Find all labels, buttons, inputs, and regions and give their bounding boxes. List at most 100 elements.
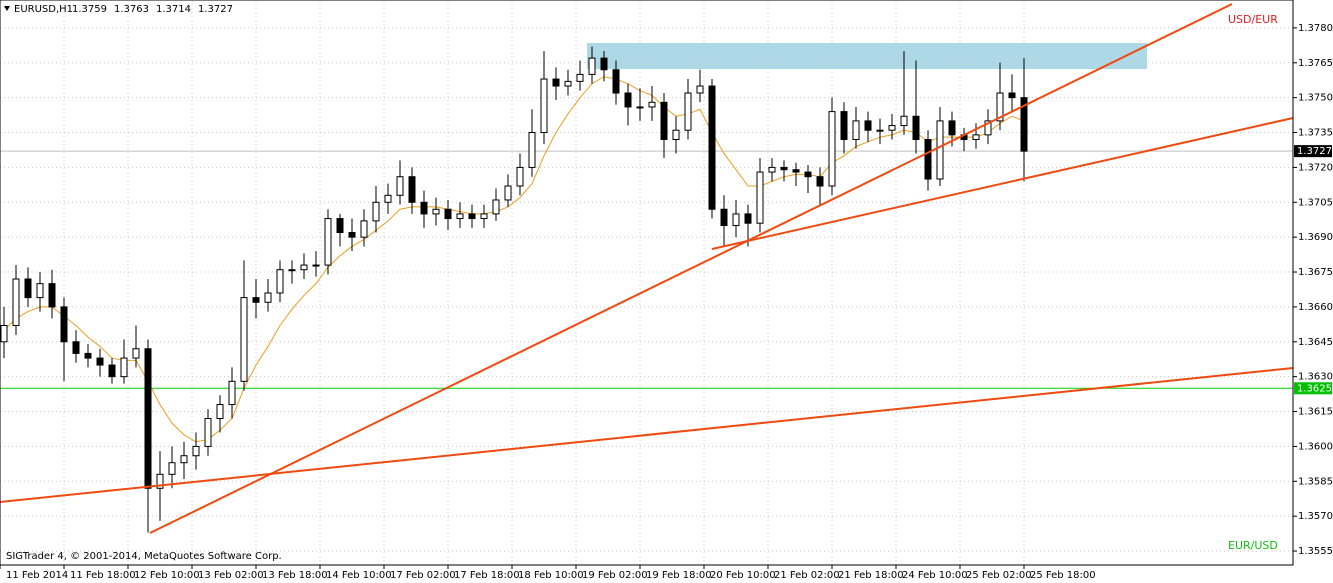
- x-tick-label: 11 Feb 18:00: [70, 570, 136, 581]
- candle-body: [192, 445, 200, 457]
- y-tick-label: 1.3570: [1298, 511, 1333, 522]
- candle-body: [972, 134, 980, 141]
- candle-body: [660, 101, 668, 141]
- plot-border: [0, 0, 1294, 566]
- header-value: 1.3759: [72, 4, 107, 15]
- header-value: 1.3727: [198, 4, 233, 15]
- y-tick-label: 1.3750: [1298, 93, 1333, 104]
- candle-body: [780, 166, 788, 171]
- candle-body: [492, 199, 500, 215]
- candle-body: [828, 111, 836, 187]
- bottom-label: EUR/USD: [1228, 539, 1278, 552]
- candle-body: [1008, 92, 1016, 99]
- candle-body: [756, 171, 764, 224]
- candle-body: [744, 213, 752, 224]
- candle-body: [72, 341, 80, 354]
- y-tick-label: 1.3660: [1298, 302, 1333, 313]
- candle-body: [924, 139, 932, 180]
- x-tick-label: 17 Feb 18:00: [454, 570, 520, 581]
- y-tick-label: 1.3585: [1298, 476, 1333, 487]
- y-tick-label: 1.3675: [1298, 267, 1333, 278]
- x-tick-label: 25 Feb 02:00: [966, 570, 1032, 581]
- candle-body: [540, 78, 548, 134]
- price-box: [1294, 145, 1332, 158]
- candle-body: [0, 325, 8, 343]
- candle-body: [456, 213, 464, 220]
- candle-body: [240, 297, 248, 382]
- candle-body: [252, 297, 260, 303]
- candle-body: [132, 348, 140, 359]
- x-tick-label: 21 Feb 02:00: [774, 570, 840, 581]
- resistance-zone: [587, 43, 1147, 69]
- candle-body: [396, 176, 404, 196]
- candle-body: [48, 283, 56, 308]
- candle-body: [876, 129, 884, 132]
- candle-body: [708, 85, 716, 210]
- candle-body: [444, 208, 452, 220]
- x-tick-label: 20 Feb 10:00: [710, 570, 776, 581]
- x-tick-label: 12 Feb 10:00: [134, 570, 200, 581]
- candle-body: [984, 120, 992, 136]
- candle-body: [504, 185, 512, 201]
- candle-body: [420, 201, 428, 215]
- x-tick-label: 14 Feb 10:00: [326, 570, 392, 581]
- y-tick-label: 1.3780: [1298, 23, 1333, 34]
- candle-body: [672, 129, 680, 141]
- candle-body: [84, 352, 92, 359]
- candle-body: [204, 418, 212, 447]
- candle-body: [732, 213, 740, 227]
- candle-body: [312, 264, 320, 267]
- y-tick-label: 1.3690: [1298, 232, 1333, 243]
- candle-body: [360, 220, 368, 238]
- candle-body: [180, 455, 188, 464]
- y-tick-label: 1.3630: [1298, 372, 1333, 383]
- candle-body: [720, 208, 728, 227]
- candle-body: [624, 92, 632, 108]
- candle-body: [804, 171, 812, 178]
- candle-body: [864, 120, 872, 131]
- candle-body: [468, 213, 476, 220]
- x-tick-label: 24 Feb 10:00: [902, 570, 968, 581]
- candle-body: [516, 166, 524, 187]
- candle-body: [684, 92, 692, 131]
- trend-line: [0, 367, 1294, 503]
- candle-body: [336, 218, 344, 234]
- candle-body: [228, 380, 236, 406]
- candle-body: [324, 218, 332, 266]
- candle-body: [408, 176, 416, 203]
- candle-body: [264, 292, 272, 303]
- candle-body: [816, 176, 824, 187]
- candle-body: [564, 80, 572, 87]
- candle-body: [24, 278, 32, 299]
- candle-body: [372, 201, 380, 222]
- candle-body: [144, 348, 152, 489]
- candle-body: [276, 269, 284, 294]
- candle-body: [384, 194, 392, 203]
- candle-body: [108, 364, 116, 378]
- candle-body: [1020, 97, 1028, 152]
- candle-body: [12, 278, 20, 327]
- candle-body: [600, 57, 608, 71]
- price-label: 1.3727: [1297, 146, 1332, 157]
- candle-body: [156, 473, 164, 489]
- candle-body: [588, 57, 596, 75]
- candle-body: [648, 101, 656, 108]
- y-tick-label: 1.3705: [1298, 197, 1333, 208]
- x-tick-label: 25 Feb 18:00: [1030, 570, 1096, 581]
- candle-body: [60, 306, 68, 343]
- candle-body: [936, 120, 944, 180]
- y-tick-label: 1.3720: [1298, 162, 1333, 173]
- candle-body: [888, 125, 896, 131]
- candle-body: [852, 120, 860, 141]
- top-label: USD/EUR: [1228, 13, 1278, 26]
- moving-average: [3, 76, 1025, 443]
- candle-body: [792, 169, 800, 173]
- candle-body: [528, 132, 536, 168]
- y-tick-label: 1.3735: [1298, 128, 1333, 139]
- candle-body: [300, 264, 308, 271]
- x-tick-label: 13 Feb 18:00: [262, 570, 328, 581]
- y-tick-label: 1.3615: [1298, 407, 1333, 418]
- x-tick-label: 13 Feb 02:00: [198, 570, 264, 581]
